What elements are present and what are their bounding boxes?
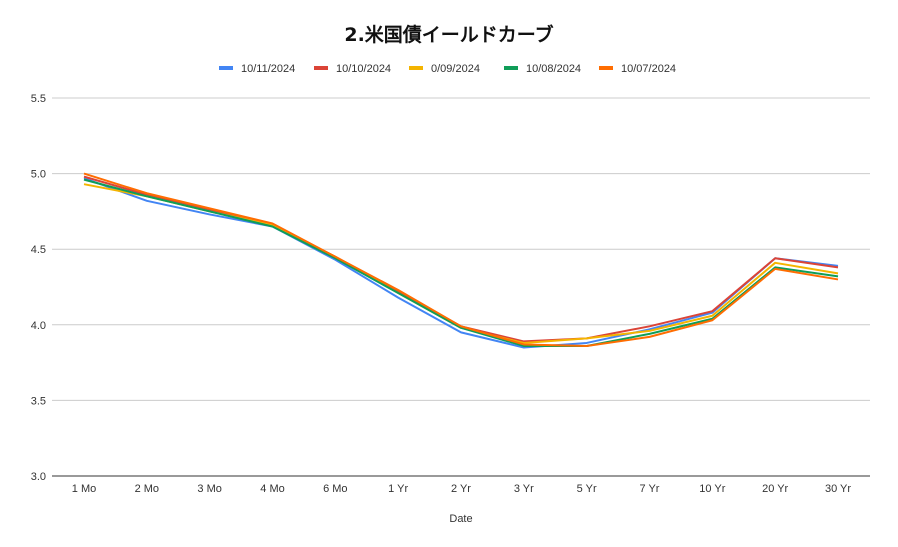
series-line bbox=[83, 172, 839, 347]
x-tick-label: 30 Yr bbox=[825, 483, 851, 495]
y-tick-label: 5.0 bbox=[31, 169, 46, 181]
x-tick-label: 3 Mo bbox=[197, 483, 221, 495]
legend-label: 0/09/2024 bbox=[431, 63, 480, 75]
x-tick-label: 1 Mo bbox=[72, 483, 96, 495]
legend-label: 10/08/2024 bbox=[526, 63, 581, 75]
y-tick-label: 4.0 bbox=[31, 320, 46, 332]
y-tick-label: 5.5 bbox=[31, 93, 46, 105]
x-tick-label: 20 Yr bbox=[762, 483, 788, 495]
x-tick-label: 4 Mo bbox=[260, 483, 284, 495]
series-line bbox=[83, 175, 839, 343]
x-tick-label: 7 Yr bbox=[640, 483, 660, 495]
x-tick-label: 5 Yr bbox=[577, 483, 597, 495]
x-tick-label: 2 Mo bbox=[135, 483, 159, 495]
legend-label: 10/10/2024 bbox=[336, 63, 391, 75]
x-axis-title: Date bbox=[449, 513, 472, 525]
legend-label: 10/07/2024 bbox=[621, 63, 676, 75]
y-tick-label: 3.5 bbox=[31, 395, 46, 407]
y-tick-label: 4.5 bbox=[31, 244, 46, 256]
x-tick-label: 2 Yr bbox=[451, 483, 471, 495]
series-line bbox=[83, 178, 839, 347]
legend-label: 10/11/2024 bbox=[241, 63, 295, 75]
x-tick-label: 3 Yr bbox=[514, 483, 534, 495]
series-line bbox=[83, 177, 839, 349]
x-tick-label: 10 Yr bbox=[699, 483, 725, 495]
chart-title: 2.米国債イールドカーブ bbox=[344, 24, 554, 46]
x-tick-label: 1 Yr bbox=[388, 483, 408, 495]
y-tick-label: 3.0 bbox=[31, 471, 46, 483]
x-tick-label: 6 Mo bbox=[323, 483, 347, 495]
